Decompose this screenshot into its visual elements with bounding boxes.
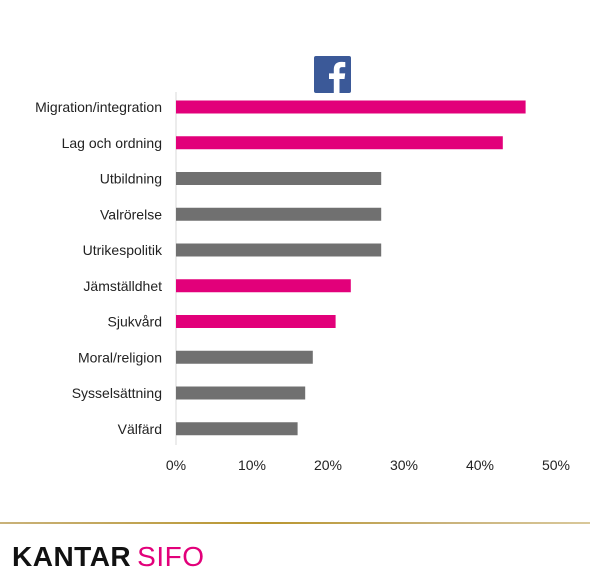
category-label: Sjukvård [108,314,162,330]
x-tick-label: 40% [466,457,494,473]
x-tick-label: 50% [542,457,570,473]
bar [176,350,313,364]
category-label: Migration/integration [35,99,162,115]
x-tick-label: 30% [390,457,418,473]
bar [176,100,526,114]
category-label: Jämställdhet [83,278,162,294]
bar-chart: Migration/integration Lag och ordning Utbi… [35,92,570,473]
bar [176,172,382,185]
category-label: Utrikespolitik [83,242,163,258]
brand-main: KANTAR [12,541,132,572]
kantar-sifo-logo: KANTAR SIFO [12,542,204,572]
brand-sub: SIFO [137,541,205,572]
category-label: Välfärd [118,421,162,437]
bar [176,136,503,150]
bar [176,279,351,293]
category-label: Sysselsättning [72,385,162,401]
x-tick-label: 20% [314,457,342,473]
bar [176,315,336,328]
chart-area: Migration/integration Lag och ordning Utbi… [35,56,570,473]
bar [176,207,382,221]
bar [176,386,306,400]
x-tick-label: 10% [238,457,266,473]
facebook-icon [314,56,351,93]
x-tick-label: 0% [166,457,186,473]
bar [176,422,298,436]
category-label: Utbildning [100,171,162,187]
category-label: Valrörelse [100,206,162,222]
category-label: Moral/religion [78,349,162,365]
category-label: Lag och ordning [62,135,162,151]
footer-divider [0,522,590,524]
bar [176,243,382,257]
